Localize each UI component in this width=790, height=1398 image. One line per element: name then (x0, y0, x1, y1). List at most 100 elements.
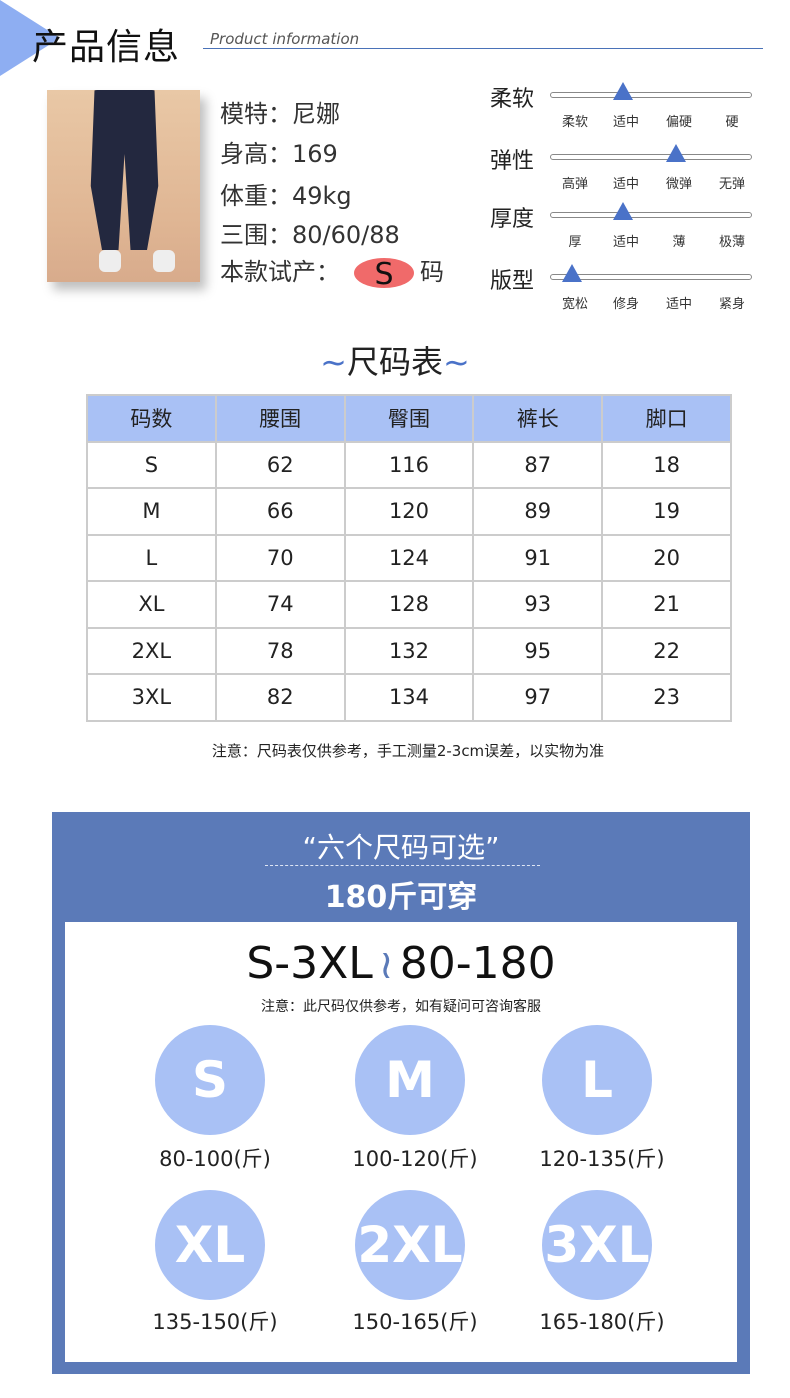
table-cell: 124 (343, 533, 475, 582)
attribute-option: 适中 (665, 297, 692, 312)
attribute-option: 薄 (672, 235, 686, 250)
attribute-option: 修身 (612, 297, 639, 312)
corner-decoration (0, 0, 60, 76)
attribute-option: 无弹 (718, 177, 745, 192)
table-cell: 82 (214, 673, 346, 722)
product-photo (47, 90, 200, 282)
table-cell: 78 (214, 626, 346, 675)
table-cell: 22 (601, 626, 732, 675)
wave-icon: ≀ (378, 942, 394, 988)
table-cell: 116 (343, 440, 475, 489)
size-circle: 2XL (355, 1190, 465, 1300)
table-cell: 93 (472, 580, 604, 629)
table-cell: L (86, 533, 217, 582)
table-row: S 62 116 87 18 (86, 440, 732, 489)
table-cell: 23 (601, 673, 732, 722)
size-weight-label: 120-135(斤) (539, 1147, 665, 1171)
size-circle: 3XL (542, 1190, 652, 1300)
promo-line2: 180斤可穿 (324, 880, 478, 915)
page-title: 产品信息 (32, 27, 181, 68)
promo-line1: “六个尺码可选” (302, 831, 500, 864)
column-header: 腰围 (214, 394, 346, 443)
attribute-marker-icon (613, 202, 633, 220)
table-cell: 97 (472, 673, 604, 722)
size-weight-label: 80-100(斤) (159, 1147, 271, 1171)
attribute-label: 厚度 (490, 207, 535, 232)
table-cell: 21 (601, 580, 732, 629)
size-weight-label: 165-180(斤) (539, 1310, 665, 1334)
size-note: 注意：尺码表仅供参考，手工测量2-3cm误差，以实物为准 (211, 742, 605, 760)
table-cell: 128 (343, 580, 475, 629)
table-cell: 74 (214, 580, 346, 629)
range-heading: S-3XL ≀ 80-180 (246, 938, 556, 989)
attribute-option: 紧身 (718, 297, 745, 312)
size-circle: XL (155, 1190, 265, 1300)
table-cell: 18 (601, 440, 732, 489)
table-row: L 70 124 91 20 (86, 533, 732, 582)
attribute-option: 适中 (612, 115, 639, 130)
size-weight-label: 100-120(斤) (352, 1147, 478, 1171)
column-header: 臀围 (343, 394, 475, 443)
table-cell: 70 (214, 533, 346, 582)
attribute-option: 微弹 (665, 177, 692, 192)
column-header: 脚口 (601, 394, 732, 443)
attribute-track (550, 92, 752, 98)
size-chart-title: ~尺码表~ (320, 343, 470, 381)
attribute-option: 高弹 (561, 177, 588, 192)
attribute-label: 柔软 (490, 87, 535, 112)
attribute-option: 适中 (612, 235, 639, 250)
attribute-option: 极薄 (718, 235, 745, 250)
attribute-label: 弹性 (490, 149, 535, 174)
attribute-option: 宽松 (561, 297, 588, 312)
attribute-track (550, 154, 752, 160)
trial-size-stamp: S (354, 258, 414, 292)
size-weight-label: 135-150(斤) (152, 1310, 278, 1334)
table-cell: 91 (472, 533, 604, 582)
column-header: 码数 (86, 394, 217, 443)
attribute-label: 版型 (490, 269, 535, 294)
table-cell: 19 (601, 487, 732, 536)
table-cell: 20 (601, 533, 732, 582)
size-circle: S (155, 1025, 265, 1135)
table-cell: 3XL (86, 673, 217, 722)
table-cell: 62 (214, 440, 346, 489)
model-spec: 体重：49kg (220, 182, 352, 210)
attribute-track (550, 274, 752, 280)
table-row: XL 74 128 93 21 (86, 580, 732, 629)
dashed-divider (265, 865, 540, 866)
divider (203, 48, 763, 49)
size-circle: L (542, 1025, 652, 1135)
table-cell: 2XL (86, 626, 217, 675)
table-cell: 132 (343, 626, 475, 675)
table-cell: S (86, 440, 217, 489)
attribute-option: 硬 (725, 115, 739, 130)
attribute-marker-icon (666, 144, 686, 162)
promo-note: 注意：此尺码仅供参考，如有疑问可咨询客服 (261, 999, 541, 1015)
column-header: 裤长 (472, 394, 604, 443)
table-cell: 120 (343, 487, 475, 536)
page-subtitle: Product information (210, 30, 360, 48)
model-spec: 身高：169 (220, 140, 338, 168)
model-spec: 模特：尼娜 (220, 100, 340, 128)
table-cell: M (86, 487, 217, 536)
attribute-marker-icon (562, 264, 582, 282)
table-cell: 66 (214, 487, 346, 536)
table-cell: XL (86, 580, 217, 629)
size-table: 码数 腰围 臀围 裤长 脚口 S 62 116 87 18 M 66 120 89 19 L 70 124 91 20… (86, 394, 732, 722)
size-circle: M (355, 1025, 465, 1135)
attribute-option: 适中 (612, 177, 639, 192)
attribute-option: 柔软 (561, 115, 588, 130)
table-row: M 66 120 89 19 (86, 487, 732, 536)
attribute-track (550, 212, 752, 218)
table-row: 3XL 82 134 97 23 (86, 673, 732, 722)
model-spec: 三围：80/60/88 (220, 221, 400, 249)
table-cell: 95 (472, 626, 604, 675)
attribute-option: 厚 (568, 235, 582, 250)
attribute-option: 偏硬 (665, 115, 692, 130)
attribute-marker-icon (613, 82, 633, 100)
table-cell: 89 (472, 487, 604, 536)
trial-size: 本款试产： S 码 (220, 257, 444, 292)
size-weight-label: 150-165(斤) (352, 1310, 478, 1334)
table-row: 2XL 78 132 95 22 (86, 626, 732, 675)
table-cell: 87 (472, 440, 604, 489)
